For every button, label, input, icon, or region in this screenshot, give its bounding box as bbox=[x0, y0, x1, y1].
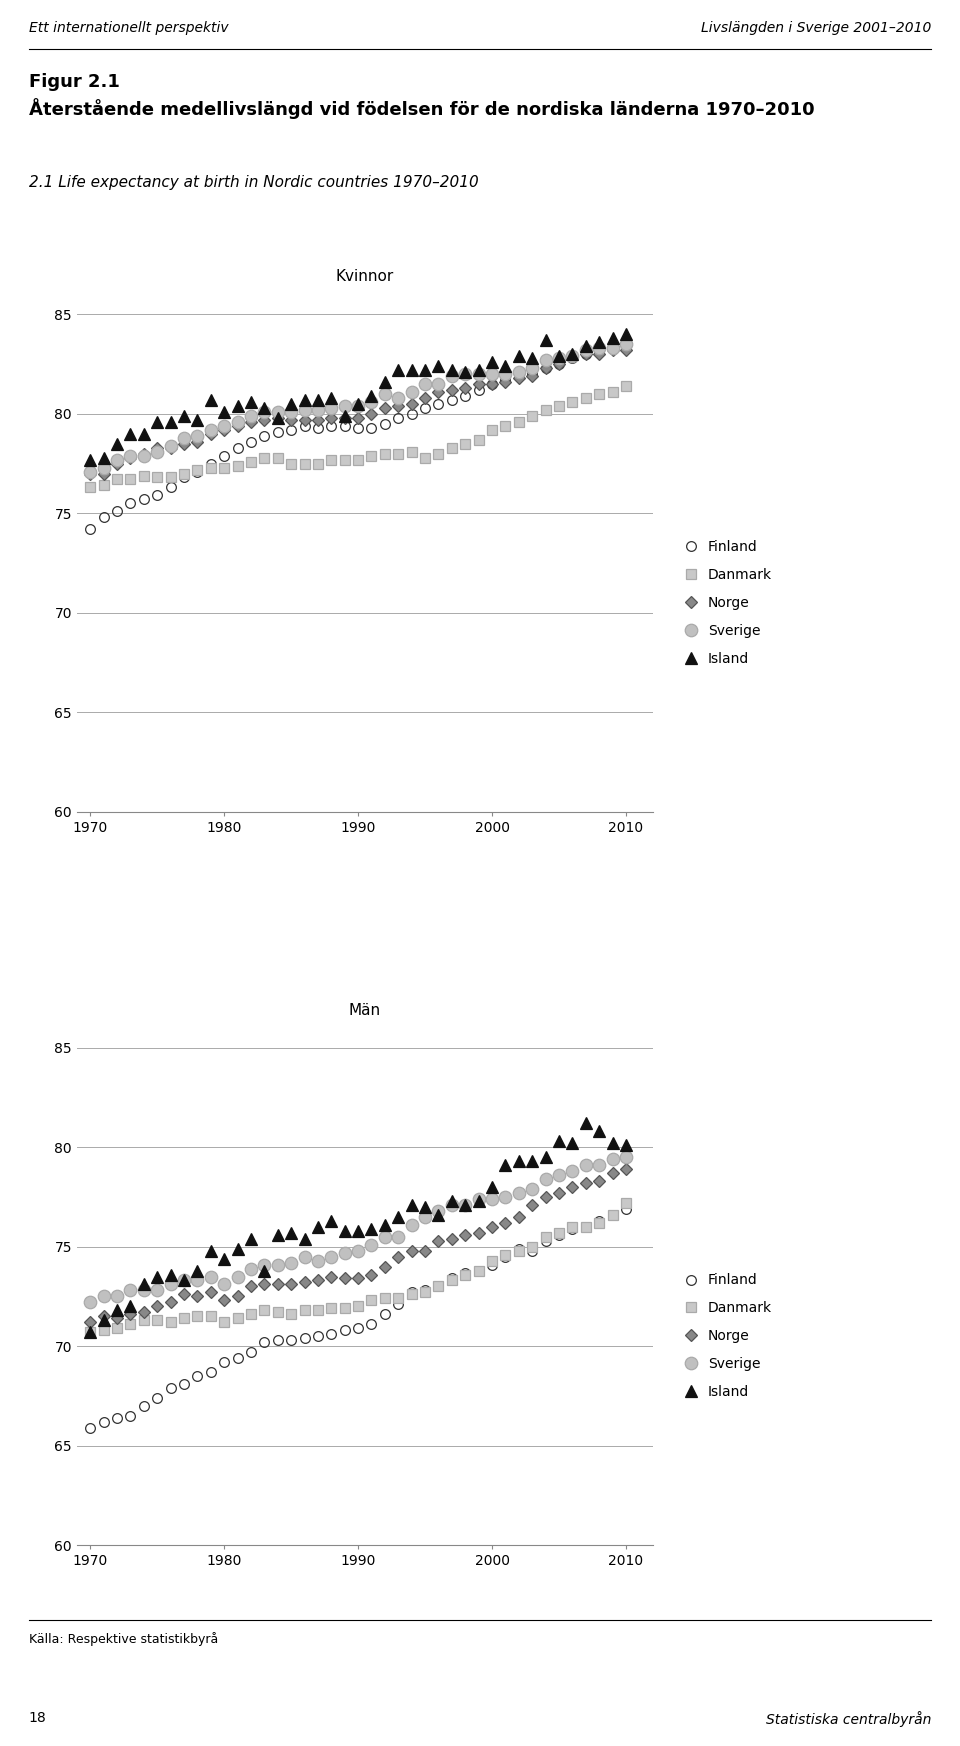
Text: 2.1 Life expectancy at birth in Nordic countries 1970–2010: 2.1 Life expectancy at birth in Nordic c… bbox=[29, 175, 478, 190]
Text: Ett internationellt perspektiv: Ett internationellt perspektiv bbox=[29, 21, 228, 35]
Text: Återstående medellivslängd vid födelsen för de nordiska länderna 1970–2010: Återstående medellivslängd vid födelsen … bbox=[29, 98, 814, 119]
Legend: Finland, Danmark, Norge, Sverige, Island: Finland, Danmark, Norge, Sverige, Island bbox=[683, 1273, 772, 1399]
Text: Statistiska centralbyrån: Statistiska centralbyrån bbox=[766, 1711, 931, 1727]
Text: Livslängden i Sverige 2001–2010: Livslängden i Sverige 2001–2010 bbox=[701, 21, 931, 35]
Text: Figur 2.1: Figur 2.1 bbox=[29, 73, 120, 91]
Text: Kvinnor: Kvinnor bbox=[336, 269, 394, 285]
Legend: Finland, Danmark, Norge, Sverige, Island: Finland, Danmark, Norge, Sverige, Island bbox=[683, 540, 772, 665]
Text: 18: 18 bbox=[29, 1711, 46, 1725]
Text: Män: Män bbox=[348, 1002, 381, 1018]
Text: Källa: Respektive statistikbyrå: Källa: Respektive statistikbyrå bbox=[29, 1633, 218, 1646]
